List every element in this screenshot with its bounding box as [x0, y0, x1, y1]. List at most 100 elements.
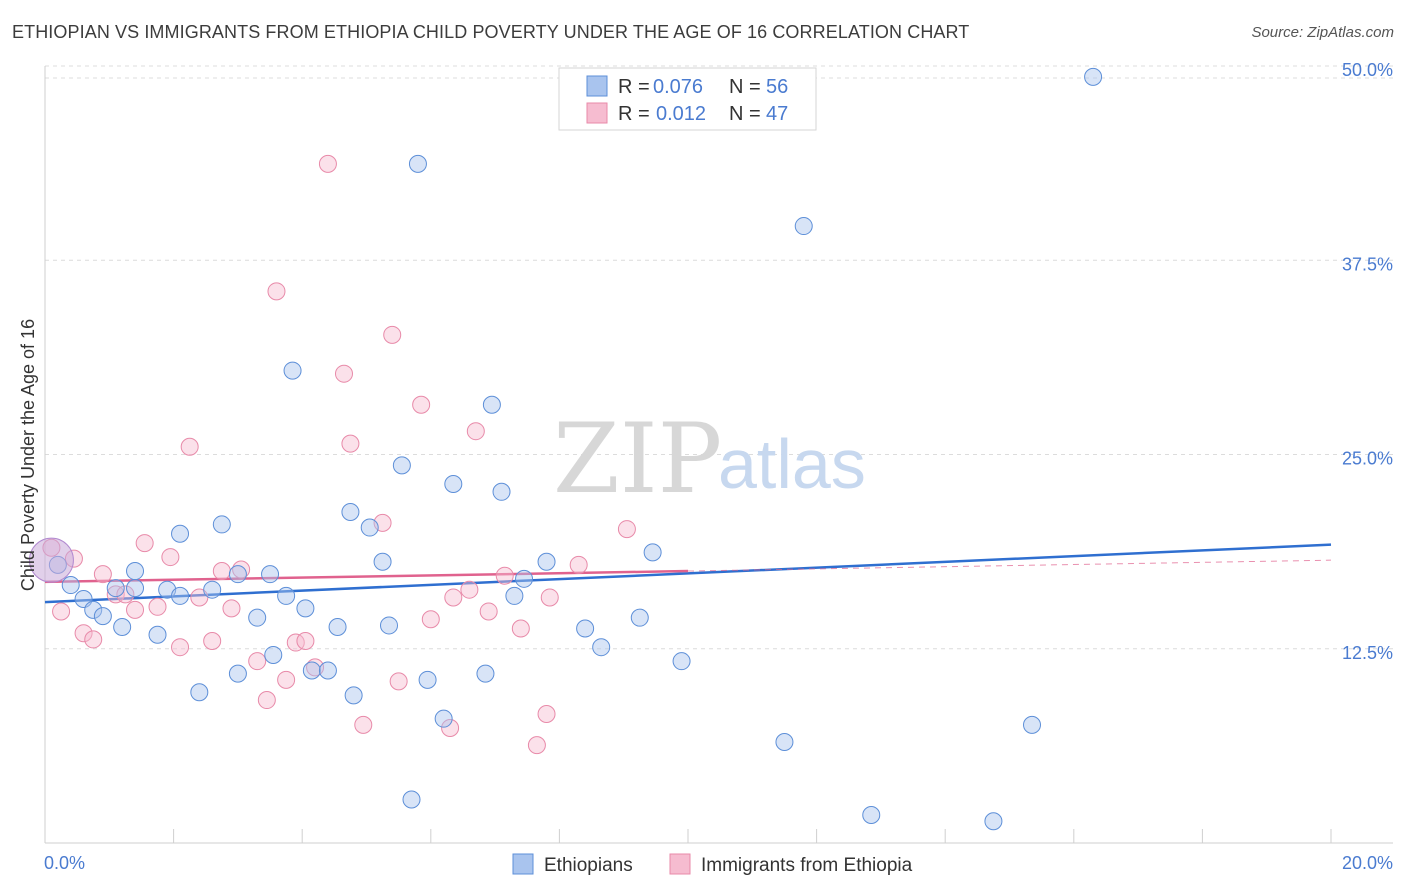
data-point-ethiopians — [482, 395, 501, 414]
data-point-ethiopians — [537, 552, 556, 571]
data-point-ethiopians — [576, 619, 595, 638]
data-point-immigrants — [212, 562, 231, 581]
data-point-immigrants — [296, 631, 315, 650]
data-point-ethiopians — [515, 569, 534, 588]
bottom-legend: Ethiopians Immigrants from Ethiopia — [512, 853, 913, 876]
watermark-zip: ZIP — [553, 403, 722, 515]
data-point-ethiopians — [434, 709, 453, 728]
axes — [44, 66, 1393, 844]
chart-title: ETHIOPIAN VS IMMIGRANTS FROM ETHIOPIA CH… — [12, 22, 970, 42]
data-point-ethiopians — [84, 600, 103, 619]
data-point-ethiopians — [1084, 67, 1103, 86]
data-point-ethiopians — [380, 616, 399, 635]
legend-swatch-immigrants — [586, 102, 608, 124]
data-point-immigrants — [383, 325, 402, 344]
data-point-ethiopians — [402, 790, 421, 809]
y-tick-label: 50.0% — [1342, 60, 1393, 80]
data-point-immigrants — [74, 624, 93, 643]
legend-n-label: N = — [729, 103, 761, 125]
data-point-immigrants — [569, 555, 588, 574]
data-point-immigrants — [267, 282, 286, 301]
data-point-ethiopians — [341, 502, 360, 521]
data-point-immigrants — [527, 736, 546, 755]
data-point-immigrants — [354, 715, 373, 734]
legend-r-value: 0.076 — [653, 76, 703, 98]
y-tick-label: 37.5% — [1342, 254, 1393, 274]
data-point-ethiopians — [984, 812, 1003, 831]
data-point-immigrants — [171, 638, 190, 657]
data-point-ethiopians — [93, 607, 112, 626]
data-point-ethiopians — [360, 518, 379, 537]
data-point-immigrants — [222, 599, 241, 618]
data-point-ethiopians — [643, 543, 662, 562]
data-point-ethiopians — [171, 586, 190, 605]
data-point-immigrants — [93, 565, 112, 584]
trend-line-immigrants-extension — [687, 559, 1332, 572]
data-point-ethiopians — [212, 515, 231, 534]
data-point-immigrants — [84, 630, 103, 649]
legend-n-value: 47 — [766, 103, 788, 125]
legend-r-label: R = — [618, 76, 650, 98]
data-point-immigrants — [277, 670, 296, 689]
data-point-immigrants — [248, 652, 267, 671]
data-point-ethiopians — [476, 664, 495, 683]
data-point-immigrants — [257, 691, 276, 710]
bottom-legend-label-ethiopians: Ethiopians — [544, 855, 633, 876]
data-point-ethiopians — [302, 661, 321, 680]
data-point-ethiopians — [344, 686, 363, 705]
data-point-immigrants — [479, 602, 498, 621]
data-point-ethiopians — [126, 562, 145, 581]
data-point-ethiopians — [148, 625, 167, 644]
y-tick-label: 12.5% — [1342, 643, 1393, 663]
x-tick-label: 20.0% — [1342, 853, 1393, 873]
x-tick-label: 0.0% — [44, 853, 85, 873]
data-point-ethiopians — [794, 217, 813, 236]
data-point-immigrants — [441, 719, 460, 738]
data-point-ethiopians — [106, 579, 125, 598]
legend-box: R = 0.076 N = 56 R = 0.012 N = 47 — [558, 67, 817, 131]
data-point-ethiopians — [171, 524, 190, 543]
data-point-ethiopians — [296, 599, 315, 618]
data-point-ethiopians — [113, 617, 132, 636]
data-point-cluster — [28, 537, 74, 583]
data-point-immigrants — [389, 672, 408, 691]
data-point-ethiopians — [392, 456, 411, 475]
data-point-ethiopians — [283, 361, 302, 380]
data-point-immigrants — [126, 600, 145, 619]
trend-line-ethiopians — [44, 543, 1332, 604]
data-point-ethiopians — [318, 661, 337, 680]
data-point-immigrants — [412, 395, 431, 414]
data-point-immigrants — [495, 566, 514, 585]
data-point-ethiopians — [261, 565, 280, 584]
data-point-ethiopians — [775, 732, 794, 751]
bottom-legend-swatch-immigrants — [669, 853, 691, 875]
data-point-ethiopians — [672, 652, 691, 671]
grid-lines — [45, 65, 1393, 650]
data-point-ethiopians — [228, 664, 247, 683]
data-points — [28, 67, 1103, 831]
legend-n-label: N = — [729, 76, 761, 98]
data-point-immigrants — [460, 580, 479, 599]
chart-source: Source: ZipAtlas.com — [1251, 24, 1394, 41]
data-point-ethiopians — [505, 586, 524, 605]
data-point-immigrants — [180, 437, 199, 456]
data-point-ethiopians — [277, 586, 296, 605]
data-point-ethiopians — [328, 617, 347, 636]
bottom-legend-label-immigrants: Immigrants from Ethiopia — [701, 855, 913, 876]
data-point-immigrants — [537, 705, 556, 724]
data-point-immigrants — [203, 631, 222, 650]
tick-labels: 12.5% 25.0% 37.5% 50.0% 0.0% 20.0% — [44, 60, 1393, 873]
legend-r-label: R = — [618, 103, 650, 125]
y-axis-title: Child Poverty Under the Age of 16 — [18, 319, 38, 591]
legend-swatch-ethiopians — [586, 75, 608, 97]
legend-n-value: 56 — [766, 76, 788, 98]
data-point-immigrants — [161, 548, 180, 567]
data-point-immigrants — [334, 364, 353, 383]
data-point-immigrants — [617, 520, 636, 539]
data-point-ethiopians — [373, 552, 392, 571]
data-point-immigrants — [135, 534, 154, 553]
watermark-atlas: atlas — [718, 425, 866, 503]
data-point-ethiopians — [203, 580, 222, 599]
data-point-immigrants — [421, 610, 440, 629]
